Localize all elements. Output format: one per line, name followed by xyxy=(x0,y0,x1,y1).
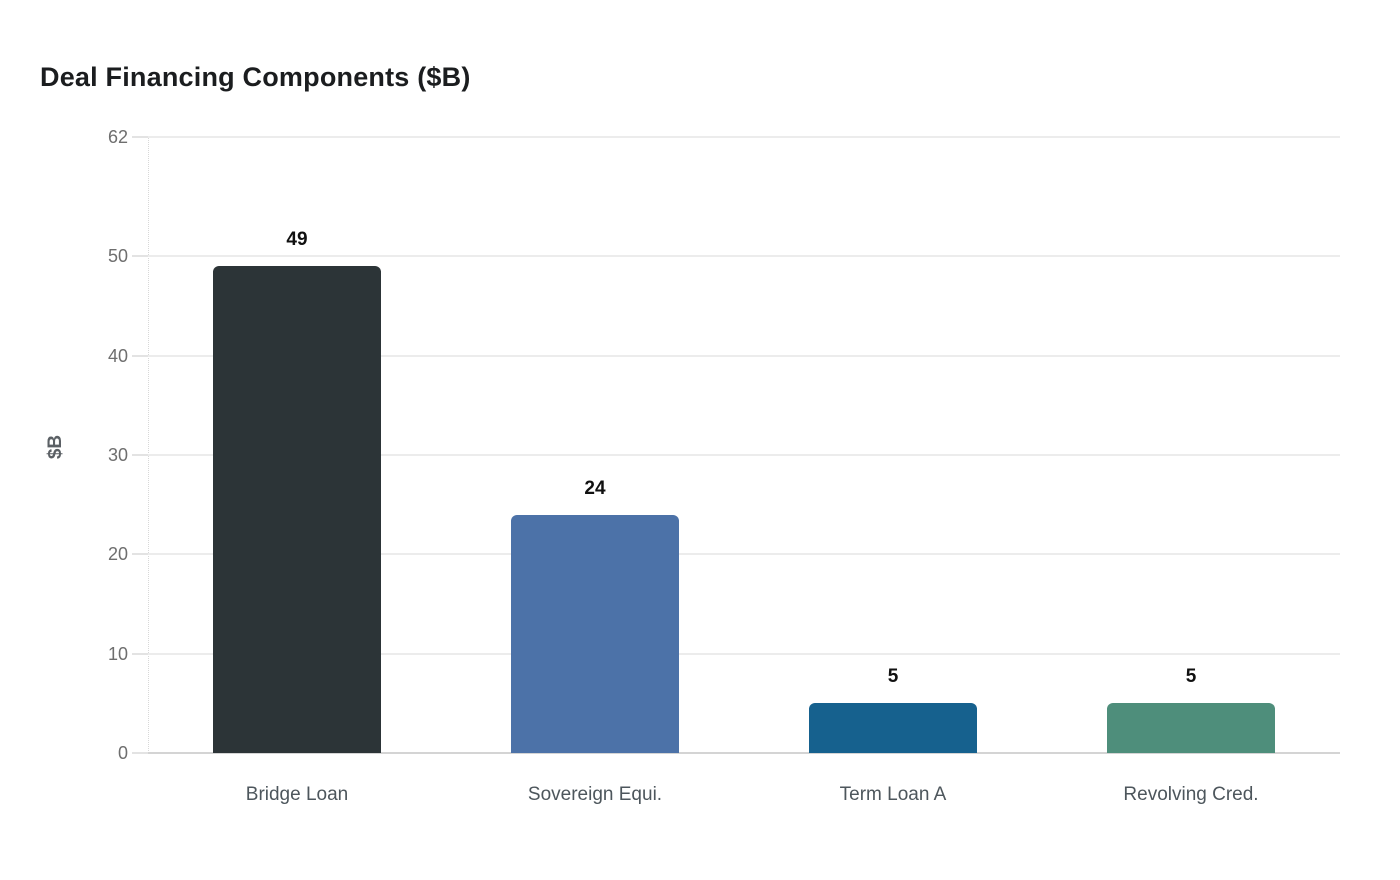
y-axis-line xyxy=(148,137,149,753)
bar-value-label: 49 xyxy=(286,229,308,251)
bar-value-label: 24 xyxy=(584,477,606,499)
bar xyxy=(1107,703,1275,753)
y-tick-mark xyxy=(132,453,148,456)
plot-area: 0 10 20 30 40 50 62 49 Bridge Loan 24 Sovereign Eq… xyxy=(108,127,1340,805)
y-tick-mark xyxy=(132,553,148,556)
y-tick-mark xyxy=(132,136,148,138)
gridline xyxy=(148,752,1340,754)
y-tick-label: 20 xyxy=(107,544,128,565)
x-axis-label: Sovereign Equi. xyxy=(527,784,663,805)
y-tick-mark xyxy=(132,255,148,258)
y-tick-label: 10 xyxy=(107,643,128,664)
chart-title: Deal Financing Components ($B) xyxy=(40,62,471,92)
gridline xyxy=(148,136,1340,138)
y-tick-mark xyxy=(132,752,148,754)
bar-value-label: 5 xyxy=(1185,666,1197,688)
bar xyxy=(809,703,977,753)
gridline xyxy=(148,553,1340,556)
x-axis-label: Term Loan A xyxy=(839,784,947,805)
bar xyxy=(511,514,679,753)
gridline xyxy=(148,354,1340,357)
bar xyxy=(213,266,381,753)
x-axis-label: Bridge Loan xyxy=(245,784,349,805)
gridline xyxy=(148,453,1340,456)
gridline xyxy=(148,255,1340,258)
y-axis-title: $B xyxy=(45,434,66,460)
y-tick-mark xyxy=(132,652,148,655)
y-tick-label: 62 xyxy=(107,127,128,147)
bar-value-label: 5 xyxy=(887,666,899,688)
gridline xyxy=(148,652,1340,655)
y-tick-label: 50 xyxy=(107,246,128,267)
y-tick-label: 30 xyxy=(107,444,128,465)
y-tick-label: 0 xyxy=(117,743,128,763)
y-tick-mark xyxy=(132,354,148,357)
x-axis-label: Revolving Cred. xyxy=(1123,784,1259,805)
y-tick-label: 40 xyxy=(107,345,128,366)
